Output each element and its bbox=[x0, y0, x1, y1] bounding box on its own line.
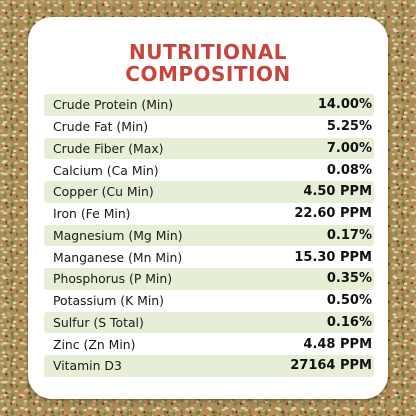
nutrient-value: 14.00% bbox=[317, 97, 372, 113]
nutrient-name: Phosphorus (P Min) bbox=[53, 271, 173, 287]
nutrient-value: 15.30 PPM bbox=[294, 249, 372, 265]
nutrient-value: 0.35% bbox=[326, 271, 372, 287]
nutrient-name: Manganese (Mn Min) bbox=[53, 249, 183, 265]
table-row: Calcium (Ca Min) 0.08% bbox=[44, 159, 374, 181]
nutrient-value: 5.25% bbox=[326, 119, 372, 135]
table-row: Crude Fat (Min) 5.25% bbox=[44, 115, 374, 138]
nutrient-value: 0.17% bbox=[326, 227, 372, 243]
nutrient-name: Crude Protein (Min) bbox=[53, 97, 174, 113]
nutrient-value: 0.50% bbox=[326, 293, 372, 309]
nutrient-name: Crude Fiber (Max) bbox=[53, 140, 164, 156]
table-row: Copper (Cu Min) 4.50 PPM bbox=[44, 181, 374, 203]
nutrient-value: 22.60 PPM bbox=[294, 206, 372, 222]
table-row: Iron (Fe Min) 22.60 PPM bbox=[44, 202, 374, 225]
nutrient-name: Crude Fat (Min) bbox=[53, 119, 149, 135]
nutrient-name: Magnesium (Mg Min) bbox=[53, 227, 183, 243]
nutrient-value: 4.48 PPM bbox=[303, 336, 372, 352]
table-row: Crude Protein (Min) 14.00% bbox=[44, 94, 374, 116]
nutrient-name: Potassium (K Min) bbox=[53, 293, 164, 309]
table-row: Magnesium (Mg Min) 0.17% bbox=[44, 224, 374, 247]
nutrient-name: Zinc (Zn Min) bbox=[53, 336, 136, 352]
nutrient-name: Vitamin D3 bbox=[53, 358, 122, 374]
nutrient-value: 0.08% bbox=[326, 162, 372, 178]
nutrient-value: 4.50 PPM bbox=[303, 184, 372, 200]
nutrient-name: Copper (Cu Min) bbox=[53, 184, 154, 200]
table-row: Phosphorus (P Min) 0.35% bbox=[44, 268, 374, 290]
nutrient-name: Iron (Fe Min) bbox=[53, 206, 131, 222]
nutrient-name: Sulfur (S Total) bbox=[53, 314, 144, 330]
nutrient-value: 0.16% bbox=[326, 314, 372, 330]
table-row: Zinc (Zn Min) 4.48 PPM bbox=[44, 333, 374, 355]
nutrition-table: Crude Protein (Min) 14.00% Crude Fat (Mi… bbox=[44, 94, 374, 377]
table-row: Potassium (K Min) 0.50% bbox=[44, 289, 374, 312]
nutrient-value: 7.00% bbox=[326, 140, 372, 156]
table-row: Manganese (Mn Min) 15.30 PPM bbox=[44, 246, 374, 268]
nutrition-card: NUTRITIONAL COMPOSITION Crude Protein (M… bbox=[28, 17, 388, 399]
title-line-2: COMPOSITION bbox=[125, 62, 291, 86]
title-line-1: NUTRITIONAL bbox=[128, 40, 287, 64]
table-row: Sulfur (S Total) 0.16% bbox=[44, 311, 374, 334]
table-row: Vitamin D3 27164 PPM bbox=[44, 355, 374, 377]
nutrient-name: Calcium (Ca Min) bbox=[53, 162, 159, 178]
table-row: Crude Fiber (Max) 7.00% bbox=[44, 137, 374, 160]
nutrient-value: 27164 PPM bbox=[290, 358, 372, 374]
panel-title: NUTRITIONAL COMPOSITION bbox=[28, 41, 388, 85]
